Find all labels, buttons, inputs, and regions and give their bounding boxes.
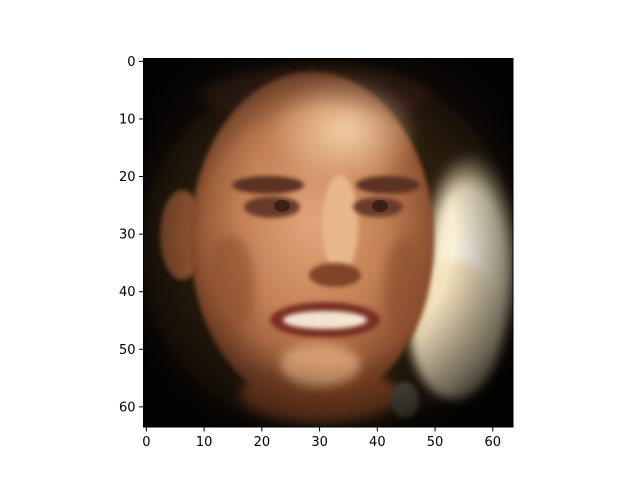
y-tick-label: 10 — [119, 112, 136, 127]
y-tick-label: 50 — [119, 343, 136, 358]
y-tick-label: 20 — [119, 170, 136, 185]
x-tick-label: 50 — [427, 435, 444, 450]
y-tick-label: 60 — [119, 400, 136, 415]
axes-frame — [143, 58, 514, 428]
x-axis: 0 10 20 30 40 50 60 — [142, 427, 501, 450]
x-tick-label: 40 — [369, 435, 386, 450]
x-tick-label: 60 — [485, 435, 502, 450]
y-axis: 0 10 20 30 40 50 60 — [119, 55, 144, 415]
x-tick-label: 20 — [254, 435, 271, 450]
x-tick-label: 30 — [311, 435, 328, 450]
x-tick-label: 0 — [142, 435, 150, 450]
x-tick-label: 10 — [196, 435, 213, 450]
y-tick-label: 0 — [127, 55, 135, 70]
image-raster — [143, 58, 513, 427]
y-tick-label: 40 — [119, 285, 136, 300]
y-tick-label: 30 — [119, 228, 136, 243]
